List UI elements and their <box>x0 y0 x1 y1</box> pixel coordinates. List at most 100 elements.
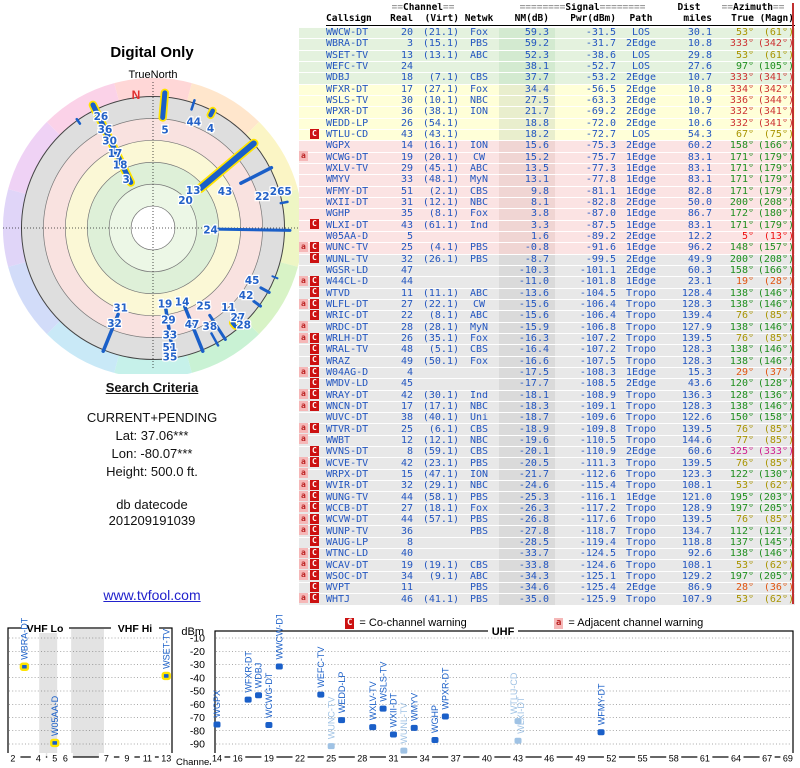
callsign-cell: WSLS-TV <box>326 96 369 107</box>
radar-channel-label: 25 <box>196 301 211 313</box>
callsign-cell: WVIR-DT <box>326 481 369 492</box>
azimuth-magn-cell: (85°) <box>763 311 794 322</box>
azimuth-magn-cell: (344°) <box>757 96 794 107</box>
virtual-channel-cell: (9.1) <box>428 571 459 582</box>
callsign-cell: WRDC-DT <box>326 322 369 333</box>
svg-text:11: 11 <box>143 754 152 764</box>
path-cell: 1Edge <box>625 368 657 378</box>
table-row: a WWBT 12 (12.1) NBC -19.6 -110.5 Tropo 144.6 77°… <box>299 434 795 447</box>
callsign-cell: WLXI-DT <box>326 220 369 231</box>
real-channel-cell: 11 <box>400 288 413 299</box>
network-cell: Fox <box>469 503 489 514</box>
adjacent-channel-warning-icon: a <box>299 241 308 252</box>
db-datecode-value: 201209191039 <box>108 513 196 528</box>
co-channel-warning-icon: C <box>310 241 319 252</box>
virtual-channel-cell: (50.1) <box>422 356 459 367</box>
table-row: a C WUNG-TV 44 (58.1) PBS -25.3 -116.1 1Edge 121.… <box>299 491 795 503</box>
azimuth-true-cell: 200° <box>729 198 754 209</box>
real-channel-cell: 44 <box>400 515 413 526</box>
network-cell: ABC <box>469 288 489 299</box>
azimuth-true-cell: 19° <box>735 277 754 288</box>
distance-cell: 10.7 <box>687 73 712 84</box>
radar-channel-label: 18 <box>113 159 128 171</box>
virtual-channel-cell: (15.1) <box>422 39 459 50</box>
path-cell: 2Edge <box>625 379 657 390</box>
callsign-cell: WGHP <box>326 209 351 220</box>
signal-bar <box>327 743 335 750</box>
path-cell: LOS <box>631 50 651 61</box>
azimuth-true-cell: 138° <box>729 356 754 367</box>
network-cell: PBS <box>469 515 489 526</box>
network-cell: PBS <box>469 526 489 537</box>
network-cell: Fox <box>469 334 489 345</box>
azimuth-magn-cell: (158°) <box>757 413 794 424</box>
svg-text:-40: -40 <box>190 672 205 684</box>
svg-text:-30: -30 <box>190 659 205 671</box>
tvfool-link[interactable]: www.tvfool.com <box>103 587 201 603</box>
power-cell: -69.2 <box>585 107 616 118</box>
network-cell: PBS <box>469 492 489 503</box>
signal-bar-label: WEDD-LP <box>337 672 347 714</box>
callsign-cell: W05AA-D <box>326 232 369 243</box>
network-cell: NBC <box>469 481 489 492</box>
signal-bar <box>50 738 60 748</box>
azimuth-magn-cell: (341°) <box>757 73 794 84</box>
distance-cell: 60.3 <box>687 266 712 277</box>
noise-margin-cell: -15.6 <box>499 311 555 322</box>
azimuth-magn-cell: (62°) <box>763 560 794 571</box>
network-cell: CBS <box>469 345 489 356</box>
distance-cell: 128.9 <box>681 503 712 514</box>
real-channel-cell: 32 <box>400 254 413 265</box>
callsign-cell: WVPT <box>326 583 351 594</box>
db-datecode-label: db datecode <box>116 497 188 512</box>
svg-text:61: 61 <box>700 754 710 764</box>
path-cell: Tropo <box>625 390 657 401</box>
table-row: a C WRLH-DT 26 (35.1) Fox -16.3 -107.2 Tropo 139.… <box>299 332 795 345</box>
radar-channel-label: 33 <box>163 329 178 341</box>
virtual-channel-cell: (13.1) <box>422 50 459 61</box>
power-cell: -72.0 <box>585 118 616 129</box>
table-row: a C WCCB-DT 27 (18.1) Fox -26.3 -117.2 Tropo 128.… <box>299 502 795 515</box>
network-cell: CBS <box>469 447 489 458</box>
legend-adjacent-channel: a = Adjacent channel warning <box>554 617 703 629</box>
co-channel-legend-text: = Co-channel warning <box>359 617 467 629</box>
adjacent-channel-warning-icon: a <box>299 400 308 411</box>
path-cell: Tropo <box>625 469 657 480</box>
distance-cell: 15.3 <box>687 368 712 378</box>
azimuth-true-cell: 325° <box>729 447 754 458</box>
path-cell: Tropo <box>625 356 657 367</box>
real-channel-cell: 49 <box>400 356 413 367</box>
adjacent-channel-warning-icon: a <box>299 479 308 490</box>
co-channel-warning-icon: C <box>310 547 319 558</box>
noise-margin-cell: -16.3 <box>499 333 555 345</box>
noise-margin-cell: -16.4 <box>499 345 555 356</box>
dbm-axis-label: dBm <box>181 626 204 638</box>
signal-bar <box>514 718 522 725</box>
power-cell: -118.7 <box>579 526 616 537</box>
noise-margin-cell: -20.5 <box>499 458 555 469</box>
azimuth-magn-cell: (146°) <box>757 288 794 299</box>
network-cell: NBC <box>469 401 489 412</box>
signal-bar-label: WUNC-TV <box>326 697 336 740</box>
path-cell: 2Edge <box>625 254 657 265</box>
signal-bar <box>19 662 30 671</box>
path-cell: 1Edge <box>625 152 657 163</box>
table-row: a C WHTJ 46 (41.1) PBS -35.0 -125.9 Tropo 107.9 53… <box>299 593 795 605</box>
virtual-channel-cell: (58.1) <box>422 492 459 503</box>
signal-bar <box>275 663 283 670</box>
azimuth-true-cell: 112° <box>729 526 754 537</box>
search-criteria-heading: Search Criteria <box>105 380 199 395</box>
noise-margin-cell: -16.6 <box>499 356 555 367</box>
signal-bar-label: WSLS-TV <box>378 662 388 702</box>
callsign-cell: WCVW-DT <box>326 515 369 526</box>
path-cell: 1Edge <box>625 243 657 254</box>
real-channel-cell: 19 <box>400 560 413 571</box>
radar-channel-label: 19 <box>158 298 173 310</box>
path-cell: Tropo <box>625 481 657 492</box>
signal-bar-label: WWCW-DT <box>274 615 284 659</box>
virtual-channel-cell: (11.1) <box>422 288 459 299</box>
co-channel-warning-icon: C <box>310 581 319 592</box>
network-cell: ION <box>469 141 489 152</box>
distance-cell: 82.8 <box>687 186 712 197</box>
distance-cell: 60.6 <box>687 447 712 458</box>
